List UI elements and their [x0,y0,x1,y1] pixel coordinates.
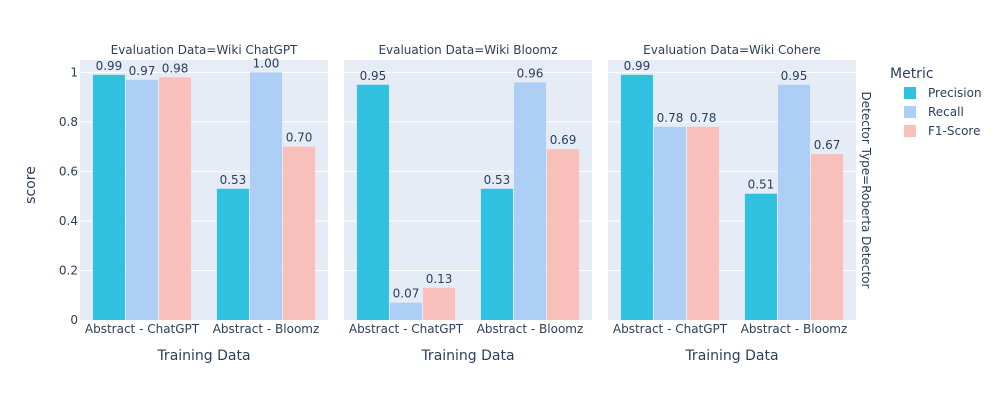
bar [423,287,456,320]
facet-title: Evaluation Data=Wiki Cohere [643,43,821,57]
bar [159,77,192,320]
bar-label: 0.07 [393,287,420,301]
x-axis-title: Training Data [420,348,514,364]
facet-panel: Evaluation Data=Wiki Cohere 0.99 0.78 0.78 A… [608,43,856,364]
bar-label: 0.69 [550,133,577,147]
bar [744,193,777,320]
bar-label: 0.67 [814,138,841,152]
facet-title: Evaluation Data=Wiki Bloomz [378,43,557,57]
y-tick-label: 0.4 [59,214,78,228]
legend-title: Metric [890,66,934,82]
facet-panel: Evaluation Data=Wiki ChatGPT 0.99 0.97 0.98… [80,43,328,364]
y-tick-label: 0.2 [59,263,78,277]
x-tick-label: Abstract - ChatGPT [349,322,464,336]
facets: Evaluation Data=Wiki ChatGPT 0.99 0.97 0.98… [80,43,856,364]
x-tick-label: Abstract - Bloomz [213,322,320,336]
bar-label: 0.99 [96,59,123,73]
bar [620,74,653,320]
bar [249,72,283,320]
bar-label: 0.51 [748,178,775,192]
y-axis-title: score [23,166,39,204]
bar [125,79,159,320]
bar [356,84,389,320]
x-axis-title: Training Data [156,348,250,364]
bar-label: 1.00 [253,56,280,70]
bar-label: 0.95 [781,69,808,83]
y-tick-label: 0.8 [59,115,78,129]
legend: Metric Precision Recall F1-Score [890,66,982,138]
bar [389,302,423,320]
legend-swatch [904,87,916,99]
y-tick-label: 0.6 [59,164,78,178]
y-tick-label: 1 [70,65,78,79]
x-tick-label: Abstract - ChatGPT [85,322,200,336]
bar [480,188,513,320]
x-tick-label: Abstract - ChatGPT [613,322,728,336]
bar-label: 0.53 [484,173,511,187]
bar-label: 0.13 [426,272,453,286]
bar-label: 0.53 [220,173,247,187]
row-facet-label: Detector Type=Roberta Detector [859,92,873,289]
bar [811,154,844,320]
legend-entry: Recall [928,105,964,119]
facet-title: Evaluation Data=Wiki ChatGPT [111,43,298,57]
x-axis-title: Training Data [684,348,778,364]
bar-label: 0.96 [517,66,544,80]
x-tick-label: Abstract - Bloomz [477,322,584,336]
facet-panel: Evaluation Data=Wiki Bloomz 0.95 0.07 0.13 A… [344,43,592,364]
x-tick-label: Abstract - Bloomz [741,322,848,336]
bar [653,126,687,320]
bar-label: 0.99 [624,59,651,73]
bar-label: 0.98 [162,61,189,75]
y-tick-label: 0 [70,313,78,327]
legend-entry: F1-Score [928,124,980,138]
bar-label: 0.78 [690,111,717,125]
bar [513,82,547,321]
legend-swatch [904,106,916,118]
bar-label: 0.95 [360,69,387,83]
bar [777,84,811,320]
y-axis: 0 0.2 0.4 0.6 0.8 1 [59,65,78,327]
bar [547,149,580,320]
legend-entry: Precision [928,86,982,100]
legend-swatch [904,125,916,137]
bar [283,146,316,320]
bar [687,126,720,320]
bar [216,188,249,320]
bar-label: 0.70 [286,131,313,145]
bar-label: 0.97 [129,64,156,78]
bar-label: 0.78 [657,111,684,125]
bar [92,74,125,320]
